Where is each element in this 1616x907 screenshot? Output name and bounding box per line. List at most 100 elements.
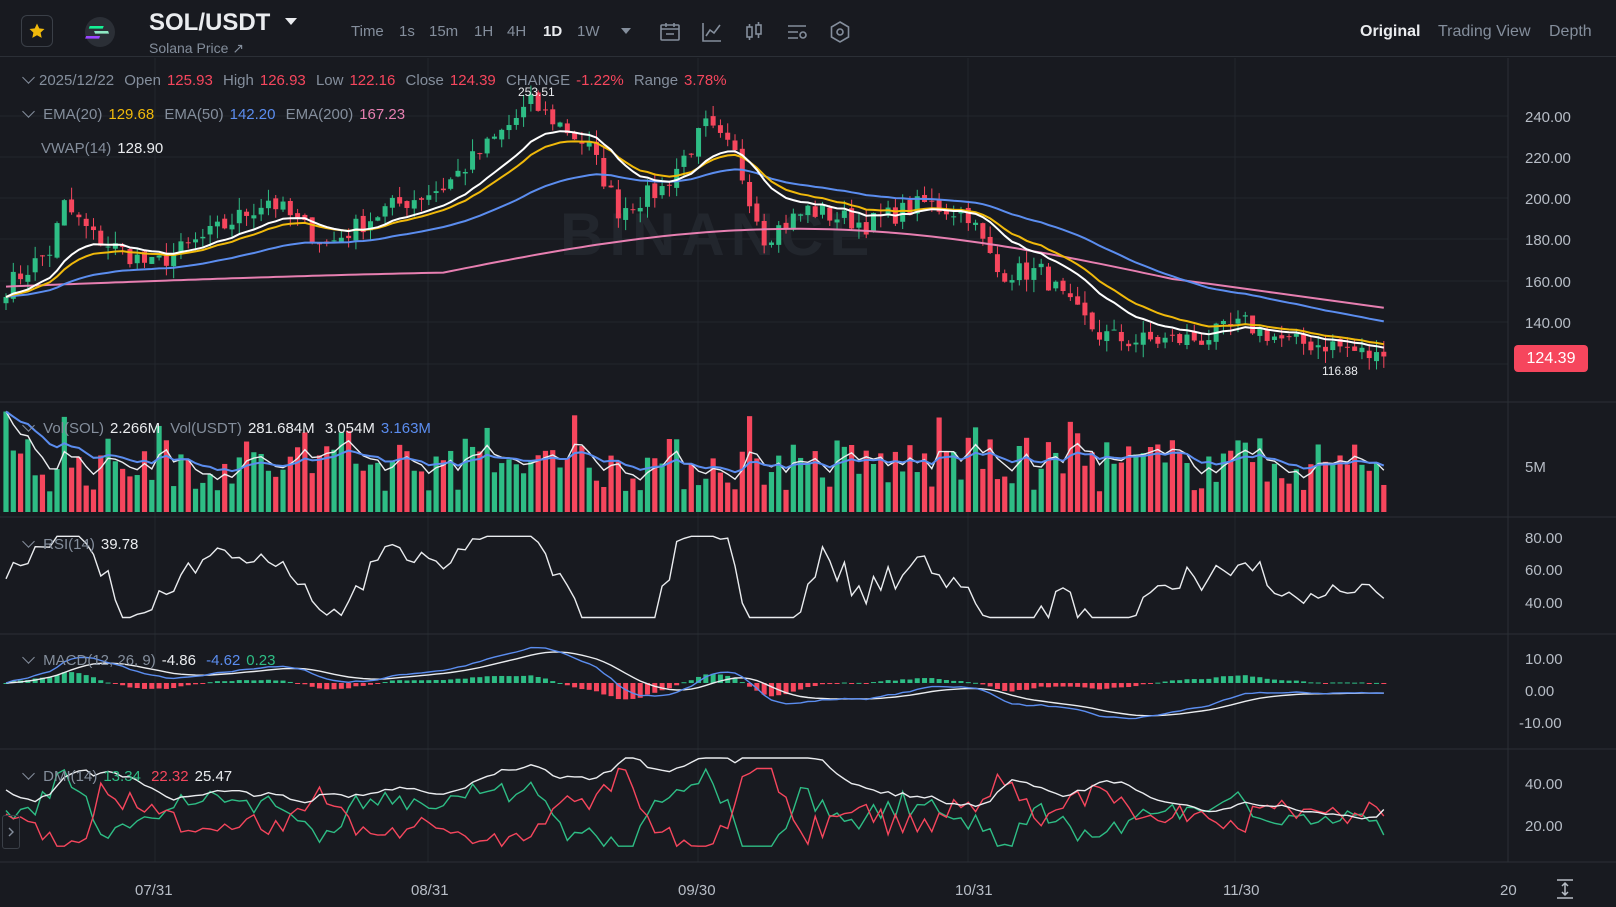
candle (703, 118, 709, 127)
macd-histogram-bar (1235, 675, 1241, 683)
macd-histogram-bar (1220, 676, 1226, 683)
tab-original[interactable]: Original (1360, 23, 1421, 40)
volume-bar (1206, 456, 1212, 512)
macd-histogram-bar (1104, 683, 1110, 689)
candle (528, 94, 534, 104)
candle (39, 255, 45, 257)
macd-axis-label: 0.00 (1525, 683, 1555, 700)
macd-histogram-bar (1031, 683, 1037, 689)
volume-bar (1162, 462, 1168, 512)
collapse-chevron-icon[interactable] (22, 767, 35, 780)
reset-scale-icon[interactable] (1554, 878, 1576, 900)
macd-histogram-bar (586, 683, 592, 690)
volume-bar (1242, 442, 1248, 512)
collapse-chevron-icon[interactable] (22, 419, 35, 432)
collapse-chevron-icon[interactable] (22, 105, 35, 118)
candle (659, 186, 665, 196)
pair-selector[interactable]: SOL/USDT (149, 9, 271, 36)
macd-histogram-bar (426, 680, 432, 683)
collapse-chevron-icon[interactable] (22, 535, 35, 548)
candle (214, 221, 220, 227)
volume-bar (1271, 463, 1278, 512)
timeframe-1w[interactable]: 1W (577, 23, 600, 40)
candle (3, 296, 9, 304)
volume-bar (965, 437, 971, 512)
pair-subtitle-link[interactable]: Solana Price ↗ (149, 40, 244, 56)
volume-bar (1191, 490, 1197, 512)
low-marker-label: 116.88 (1322, 364, 1358, 378)
timeframe-1h[interactable]: 1H (474, 23, 494, 40)
volume-bar (841, 446, 847, 512)
timeframe-4h[interactable]: 4H (507, 23, 527, 40)
volume-bar (1279, 478, 1285, 512)
candle (193, 239, 199, 243)
volume-bar (353, 463, 359, 512)
current-price-badge: 124.39 (1514, 345, 1588, 372)
macd-histogram-bar (1199, 679, 1205, 683)
volume-bar (1264, 481, 1270, 512)
candle (652, 183, 658, 199)
ema200-label: EMA(200) (285, 106, 354, 123)
macd-histogram-bar (462, 678, 468, 683)
timeframe-time[interactable]: Time (351, 23, 384, 40)
volume-bar (644, 457, 651, 512)
timeframe-15m[interactable]: 15m (429, 23, 459, 40)
timeframe-1s[interactable]: 1s (399, 23, 415, 40)
scroll-left-button[interactable] (2, 815, 20, 849)
pair-dropdown-icon[interactable] (285, 18, 297, 25)
candle (696, 128, 702, 157)
volume-bar (462, 438, 468, 512)
macd-histogram-bar (236, 680, 242, 683)
chart-canvas[interactable]: 253.51 116.88 (0, 58, 1616, 907)
high-marker-label: 253.51 (518, 85, 555, 99)
chart-settings-icon[interactable] (785, 20, 809, 44)
volume-bar (972, 427, 979, 512)
volume-bar (703, 478, 709, 512)
more-timeframes-icon[interactable] (621, 28, 631, 34)
tab-depth[interactable]: Depth (1549, 23, 1592, 40)
vol-ma2-value: 3.163M (380, 420, 431, 437)
indicators-icon[interactable] (700, 20, 724, 44)
favorite-button[interactable] (21, 15, 53, 47)
collapse-chevron-icon[interactable] (22, 71, 35, 84)
volume-bar (761, 484, 767, 512)
macd-histogram-bar (593, 683, 599, 692)
candle (1126, 343, 1132, 347)
macd-histogram-bar (973, 682, 979, 684)
volume-bar (273, 476, 279, 512)
macd-histogram-bar (258, 680, 264, 683)
collapse-chevron-icon[interactable] (22, 651, 35, 664)
volume-bar (309, 473, 315, 512)
candle (1359, 347, 1365, 353)
chart-type-icon[interactable] (742, 20, 766, 44)
macd-histogram-bar (732, 678, 738, 683)
ema50-line (5, 168, 1384, 323)
hexagon-settings-icon[interactable] (828, 20, 852, 44)
rsi-value: 39.78 (100, 536, 139, 553)
volume-bar (47, 491, 53, 512)
volume-bar (418, 471, 425, 512)
calendar-icon[interactable] (658, 20, 682, 44)
candle (1045, 266, 1051, 291)
volume-bar (579, 446, 585, 512)
macd-histogram-bar (142, 683, 148, 689)
tab-trading-view[interactable]: Trading View (1438, 23, 1531, 40)
volume-ma-line (5, 411, 1385, 481)
candle (1279, 335, 1285, 339)
macd-histogram-bar (324, 683, 330, 690)
open-value: 125.93 (166, 72, 213, 89)
volume-legend: Vol(SOL) 2.266M Vol(USDT) 281.684M 3.054M 3… (22, 419, 437, 437)
vol-usdt-value: 281.684M (247, 420, 315, 437)
candle (761, 220, 767, 246)
timeframe-1d[interactable]: 1D (543, 23, 563, 40)
macd-histogram-bar (965, 682, 971, 684)
candle (338, 237, 344, 243)
macd-histogram-bar (1293, 680, 1299, 683)
candle (754, 203, 760, 222)
macd-histogram-bar (564, 683, 570, 686)
volume-bar (892, 451, 898, 512)
volume-bar (572, 415, 578, 512)
price-axis-label: 200.00 (1525, 191, 1571, 208)
candle (506, 125, 512, 131)
macd-histogram-bar (316, 683, 322, 689)
